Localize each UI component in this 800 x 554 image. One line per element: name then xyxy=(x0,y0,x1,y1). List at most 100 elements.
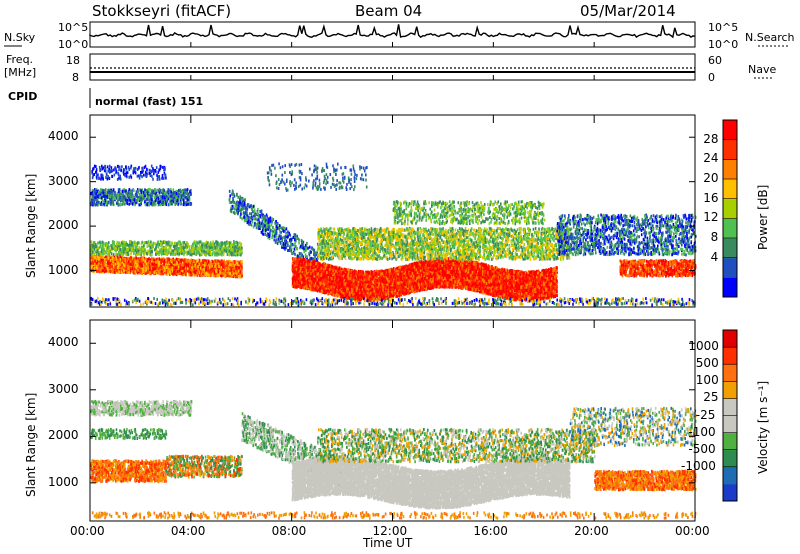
plot-canvas xyxy=(0,0,800,554)
power-echo xyxy=(192,266,194,269)
power-echo xyxy=(113,259,115,262)
power-echo xyxy=(98,253,100,256)
power-echo xyxy=(125,271,127,274)
power-echo xyxy=(212,269,214,272)
power-echo xyxy=(214,253,216,256)
power-echo xyxy=(152,191,154,194)
power-echo xyxy=(127,199,129,202)
power-echo xyxy=(175,266,177,269)
power-echo xyxy=(214,272,216,275)
power-echo xyxy=(130,257,132,260)
power-echo xyxy=(235,270,237,273)
power-echo xyxy=(190,271,192,274)
power-echo xyxy=(221,272,223,275)
power-echo xyxy=(193,260,195,263)
power-echo xyxy=(216,240,218,243)
power-echo xyxy=(182,194,184,197)
power-echo xyxy=(120,190,122,193)
power-echo xyxy=(221,242,223,245)
power-echo xyxy=(206,246,208,249)
power-echo xyxy=(100,265,102,268)
power-echo xyxy=(92,245,94,248)
power-echo xyxy=(100,203,102,206)
power-echo xyxy=(96,267,98,270)
power-echo xyxy=(219,250,221,253)
power-echo xyxy=(196,251,198,254)
power-echo xyxy=(184,241,186,244)
power-echo xyxy=(175,196,177,199)
power-echo xyxy=(133,189,135,192)
power-echo xyxy=(144,200,146,203)
power-echo xyxy=(94,256,96,259)
power-echo xyxy=(155,203,157,206)
power-echo xyxy=(183,199,185,202)
power-echo xyxy=(104,252,106,255)
power-echo xyxy=(101,259,103,262)
power-echo xyxy=(135,261,137,264)
power-echo xyxy=(131,244,133,247)
power-echo xyxy=(165,272,167,275)
power-echo xyxy=(148,262,150,265)
power-echo xyxy=(187,203,189,206)
power-echo xyxy=(200,267,202,270)
power-echo xyxy=(212,260,214,263)
power-echo xyxy=(153,259,155,262)
power-echo xyxy=(155,253,157,256)
power-echo xyxy=(135,199,137,202)
power-echo xyxy=(126,249,128,252)
power-echo xyxy=(183,247,185,250)
power-echo xyxy=(156,199,158,202)
power-echo xyxy=(149,199,151,202)
power-echo xyxy=(106,246,108,249)
power-echo xyxy=(99,257,101,260)
power-echo xyxy=(189,190,191,193)
power-echo xyxy=(177,202,179,205)
power-echo xyxy=(113,203,115,206)
power-echo xyxy=(129,263,131,266)
power-echo xyxy=(159,257,161,260)
power-echo xyxy=(95,192,97,195)
power-echo xyxy=(167,200,169,203)
power-echo xyxy=(187,251,189,254)
power-echo xyxy=(196,259,198,262)
power-echo xyxy=(158,270,160,273)
power-echo xyxy=(154,271,156,274)
power-echo xyxy=(110,259,112,262)
power-echo xyxy=(94,260,96,263)
power-echo xyxy=(140,203,142,206)
power-echo xyxy=(130,260,132,263)
power-echo xyxy=(124,248,126,251)
power-echo xyxy=(146,198,148,201)
power-echo xyxy=(114,271,116,274)
power-echo xyxy=(139,193,141,196)
power-echo xyxy=(102,250,104,253)
power-echo xyxy=(230,244,232,247)
power-echo xyxy=(237,242,239,245)
power-echo xyxy=(241,243,243,246)
power-echo xyxy=(149,191,151,194)
power-echo xyxy=(233,269,235,272)
power-echo xyxy=(229,242,231,245)
power-echo xyxy=(191,253,193,256)
power-echo xyxy=(239,252,241,255)
power-echo xyxy=(113,189,115,192)
power-echo xyxy=(218,265,220,268)
power-echo xyxy=(135,246,137,249)
power-echo xyxy=(206,241,208,244)
power-echo xyxy=(93,193,95,196)
power-echo xyxy=(118,241,120,244)
power-echo xyxy=(165,252,167,255)
power-echo xyxy=(184,261,186,264)
power-echo xyxy=(187,199,189,202)
power-echo xyxy=(228,269,230,272)
power-echo xyxy=(167,270,169,273)
power-echo xyxy=(174,247,176,250)
power-echo xyxy=(191,259,193,262)
power-echo xyxy=(217,260,219,263)
power-echo xyxy=(240,253,242,256)
power-echo xyxy=(199,274,201,277)
power-echo xyxy=(92,251,94,254)
power-echo xyxy=(193,242,195,245)
power-echo xyxy=(98,246,100,249)
power-echo xyxy=(158,261,160,264)
